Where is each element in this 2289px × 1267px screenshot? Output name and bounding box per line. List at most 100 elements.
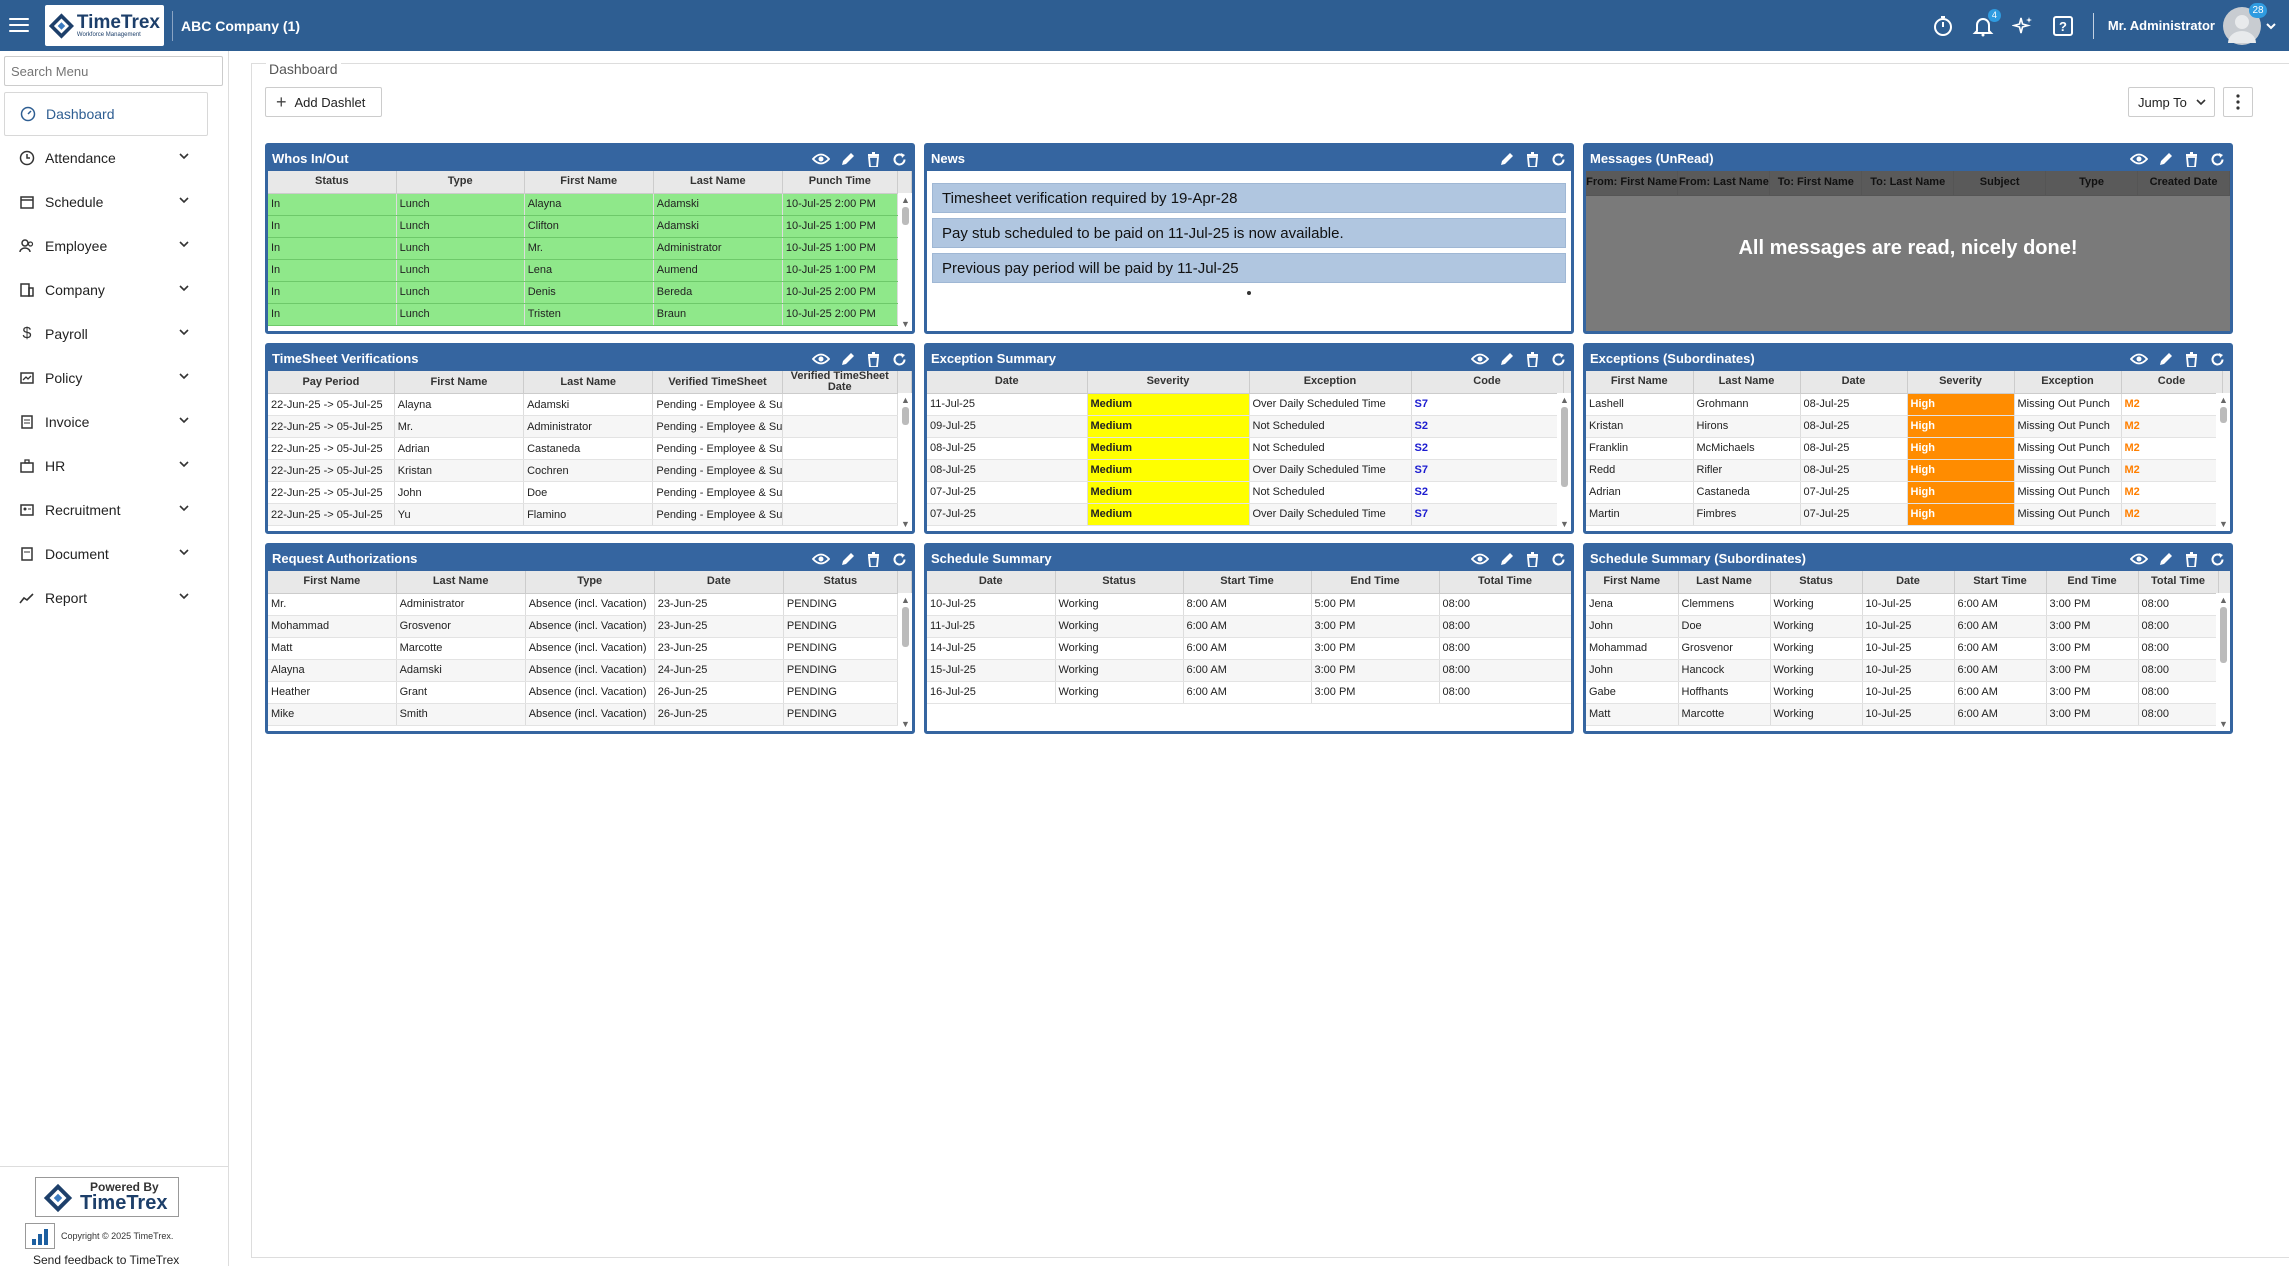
delete-icon[interactable] xyxy=(2182,550,2200,568)
notifications-bell-icon[interactable]: 4 xyxy=(1970,8,2001,39)
table-row[interactable]: Redd Rifler 08-Jul-25 High Missing Out Punch… xyxy=(1586,459,2230,482)
delete-icon[interactable] xyxy=(864,350,882,368)
column-header[interactable]: Type xyxy=(396,171,525,194)
column-header[interactable]: End Time xyxy=(2046,571,2139,594)
table-row[interactable]: 10-Jul-25 Working 8:00 AM 5:00 PM 08:00 xyxy=(927,593,1571,616)
column-header[interactable]: Verified TimeSheet xyxy=(652,371,783,394)
table-row[interactable]: 11-Jul-25 Working 6:00 AM 3:00 PM 08:00 xyxy=(927,615,1571,638)
column-header[interactable]: To: Last Name xyxy=(1861,171,1955,196)
company-name[interactable]: ABC Company (1) xyxy=(181,17,301,34)
pagination-dot[interactable] xyxy=(1247,291,1251,295)
sidebar-item-company[interactable]: Company xyxy=(4,268,226,312)
view-icon[interactable] xyxy=(812,350,830,368)
table-row[interactable]: Jena Clemmens Working 10-Jul-25 6:00 AM 3:00 … xyxy=(1586,593,2230,616)
sidebar-item-attendance[interactable]: Attendance xyxy=(4,136,226,180)
refresh-icon[interactable] xyxy=(890,150,908,168)
column-header[interactable]: Verified TimeSheet Date xyxy=(782,371,898,394)
sidebar-item-hr[interactable]: HR xyxy=(4,444,226,488)
view-icon[interactable] xyxy=(812,550,830,568)
chevron-down-icon[interactable] xyxy=(2265,20,2277,32)
scroll-down-icon[interactable]: ▼ xyxy=(2219,719,2228,729)
column-header[interactable]: Punch Time xyxy=(782,171,898,194)
vertical-scrollbar[interactable]: ▲ ▼ xyxy=(2216,393,2230,531)
column-header[interactable]: First Name xyxy=(1586,371,1694,394)
column-header[interactable]: Code xyxy=(1411,371,1564,394)
table-row[interactable]: Matt Marcotte Absence (incl. Vacation) 23-J… xyxy=(268,637,912,660)
table-row[interactable]: 07-Jul-25 Medium Not Scheduled S2 xyxy=(927,481,1571,504)
news-item[interactable]: Previous pay period will be paid by 11-J… xyxy=(932,253,1566,283)
scroll-thumb[interactable] xyxy=(902,207,909,225)
table-row[interactable]: In Lunch Lena Aumend 10-Jul-25 1:00 PM xyxy=(268,259,912,282)
sparkle-ai-icon[interactable] xyxy=(2010,13,2036,39)
table-row[interactable]: Alayna Adamski Absence (incl. Vacation) 24-… xyxy=(268,659,912,682)
table-row[interactable]: 09-Jul-25 Medium Not Scheduled S2 xyxy=(927,415,1571,438)
table-row[interactable]: 22-Jun-25 -> 05-Jul-25 Alayna Adamski Pendi… xyxy=(268,393,912,416)
column-header[interactable]: Type xyxy=(2045,171,2139,196)
column-header[interactable]: Code xyxy=(2121,371,2223,394)
column-header[interactable]: Last Name xyxy=(396,571,526,594)
vertical-scrollbar[interactable]: ▲ ▼ xyxy=(898,393,912,531)
table-row[interactable]: 22-Jun-25 -> 05-Jul-25 John Doe Pending - E… xyxy=(268,481,912,504)
table-row[interactable]: In Lunch Denis Bereda 10-Jul-25 2:00 PM xyxy=(268,281,912,304)
table-row[interactable]: Mohammad Grosvenor Working 10-Jul-25 6:00 AM… xyxy=(1586,637,2230,660)
column-header[interactable]: Type xyxy=(525,571,655,594)
column-header[interactable]: First Name xyxy=(268,571,397,594)
avatar[interactable]: 28 xyxy=(2223,2,2267,45)
vertical-scrollbar[interactable]: ▲ ▼ xyxy=(2216,593,2230,731)
table-row[interactable]: 16-Jul-25 Working 6:00 AM 3:00 PM 08:00 xyxy=(927,681,1571,704)
table-row[interactable]: 07-Jul-25 Medium Over Daily Scheduled Time… xyxy=(927,503,1571,526)
column-header[interactable]: Start Time xyxy=(1954,571,2047,594)
edit-icon[interactable] xyxy=(1497,150,1515,168)
scroll-thumb[interactable] xyxy=(2220,607,2227,663)
scroll-up-icon[interactable]: ▲ xyxy=(2219,395,2228,405)
sidebar-item-document[interactable]: Document xyxy=(4,532,226,576)
scroll-thumb[interactable] xyxy=(902,407,909,425)
table-row[interactable]: 22-Jun-25 -> 05-Jul-25 Adrian Castaneda Pen… xyxy=(268,437,912,460)
column-header[interactable]: Date xyxy=(1800,371,1908,394)
view-icon[interactable] xyxy=(2130,350,2148,368)
delete-icon[interactable] xyxy=(2182,150,2200,168)
table-row[interactable]: Heather Grant Absence (incl. Vacation) 26-J… xyxy=(268,681,912,704)
table-row[interactable]: Kristan Hirons 08-Jul-25 High Missing Out Pu… xyxy=(1586,415,2230,438)
user-name[interactable]: Mr. Administrator xyxy=(2107,18,2215,33)
view-icon[interactable] xyxy=(2130,550,2148,568)
table-row[interactable]: Martin Fimbres 07-Jul-25 High Missing Out Pu… xyxy=(1586,503,2230,526)
app-logo[interactable]: TimeTrex Workforce Management xyxy=(45,5,164,46)
refresh-icon[interactable] xyxy=(890,350,908,368)
view-icon[interactable] xyxy=(812,150,830,168)
scroll-up-icon[interactable]: ▲ xyxy=(901,195,910,205)
view-icon[interactable] xyxy=(1471,550,1489,568)
more-options-icon[interactable] xyxy=(2223,87,2253,117)
scroll-down-icon[interactable]: ▼ xyxy=(901,519,910,529)
vertical-scrollbar[interactable]: ▲ ▼ xyxy=(898,593,912,731)
table-row[interactable]: John Hancock Working 10-Jul-25 6:00 AM 3:00 P… xyxy=(1586,659,2230,682)
edit-icon[interactable] xyxy=(838,550,856,568)
column-header[interactable]: Total Time xyxy=(1439,571,1571,594)
hamburger-menu-icon[interactable] xyxy=(9,17,31,34)
timer-icon[interactable] xyxy=(1930,13,1956,39)
news-item[interactable]: Timesheet verification required by 19-Ap… xyxy=(932,183,1566,213)
feedback-link[interactable]: Send feedback to TimeTrex xyxy=(33,1253,180,1267)
vertical-scrollbar[interactable]: ▲ ▼ xyxy=(1557,393,1571,531)
refresh-icon[interactable] xyxy=(2208,550,2226,568)
sidebar-item-payroll[interactable]: $ Payroll xyxy=(4,312,226,356)
table-row[interactable]: Adrian Castaneda 07-Jul-25 High Missing Out … xyxy=(1586,481,2230,504)
view-icon[interactable] xyxy=(1471,350,1489,368)
scroll-down-icon[interactable]: ▼ xyxy=(1560,519,1569,529)
table-row[interactable]: 08-Jul-25 Medium Not Scheduled S2 xyxy=(927,437,1571,460)
delete-icon[interactable] xyxy=(1523,550,1541,568)
column-header[interactable]: Start Time xyxy=(1183,571,1312,594)
scroll-up-icon[interactable]: ▲ xyxy=(2219,595,2228,605)
scroll-up-icon[interactable]: ▲ xyxy=(1560,395,1569,405)
column-header[interactable]: From: First Name xyxy=(1586,171,1679,196)
table-row[interactable]: 22-Jun-25 -> 05-Jul-25 Kristan Cochren Pend… xyxy=(268,459,912,482)
edit-icon[interactable] xyxy=(2156,550,2174,568)
delete-icon[interactable] xyxy=(864,550,882,568)
scroll-up-icon[interactable]: ▲ xyxy=(901,595,910,605)
delete-icon[interactable] xyxy=(2182,350,2200,368)
add-dashlet-button[interactable]: + Add Dashlet xyxy=(265,87,382,117)
column-header[interactable]: Status xyxy=(1055,571,1184,594)
scroll-down-icon[interactable]: ▼ xyxy=(901,319,910,329)
column-header[interactable]: Status xyxy=(783,571,898,594)
edit-icon[interactable] xyxy=(1497,350,1515,368)
